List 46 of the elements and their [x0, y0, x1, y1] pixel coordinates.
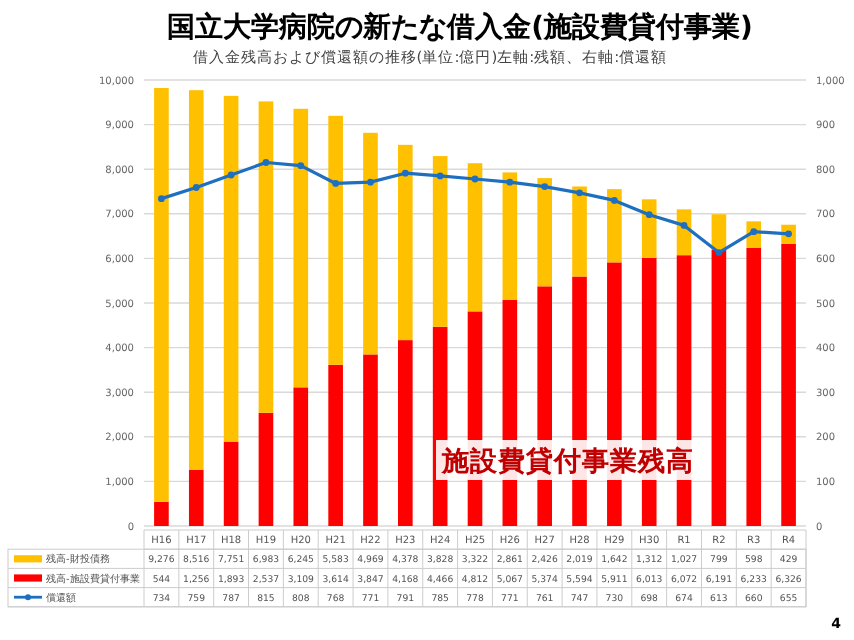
- bar: [154, 88, 169, 502]
- point: [506, 178, 514, 186]
- point: [610, 197, 618, 204]
- bar: [363, 132, 378, 355]
- point: [541, 183, 549, 190]
- bar: [467, 163, 483, 312]
- point: [332, 180, 340, 187]
- bar: [223, 95, 239, 442]
- bar: [607, 189, 622, 263]
- bar: [502, 172, 518, 301]
- bar: [188, 469, 204, 526]
- bar: [711, 249, 727, 526]
- annotation: 施設費貸付事業残高: [440, 444, 694, 478]
- bar: [328, 364, 343, 526]
- bar: [711, 214, 727, 250]
- point: [680, 222, 688, 229]
- bar: [328, 115, 343, 365]
- bar: [188, 90, 204, 470]
- bar: [432, 156, 448, 327]
- bar: [781, 243, 796, 526]
- bar: [223, 441, 239, 526]
- bar: [258, 101, 274, 413]
- point: [227, 171, 235, 179]
- bar: [258, 412, 274, 526]
- bar: [293, 387, 309, 526]
- bar: [641, 199, 657, 258]
- point: [401, 169, 409, 177]
- bar: [398, 340, 413, 526]
- bar: [537, 178, 552, 287]
- bar: [154, 501, 169, 526]
- bar: [398, 144, 413, 341]
- point: [158, 195, 165, 203]
- point: [367, 178, 374, 186]
- point: [262, 159, 270, 166]
- bar: [746, 248, 762, 526]
- point: [576, 189, 583, 197]
- point: [645, 211, 653, 219]
- bar: [363, 354, 378, 526]
- point: [715, 249, 723, 256]
- bar: [572, 186, 587, 277]
- point: [471, 175, 479, 183]
- chart-title: 国立大学病院の新たな借入金(施設費貸付事業): [167, 10, 753, 44]
- point: [297, 162, 305, 170]
- point: [192, 184, 200, 191]
- point: [436, 172, 444, 180]
- bar: [293, 108, 309, 388]
